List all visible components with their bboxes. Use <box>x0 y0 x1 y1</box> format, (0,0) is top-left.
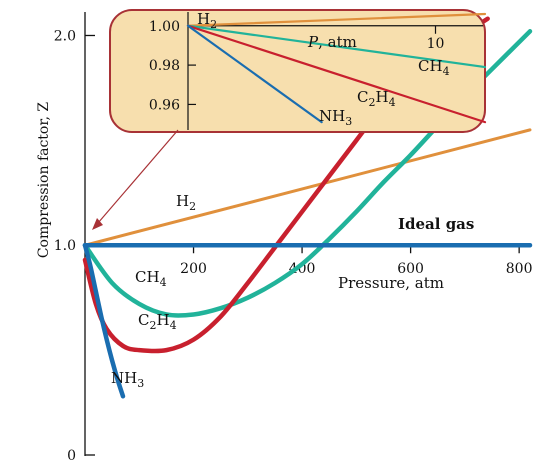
series-line-h2 <box>83 128 532 247</box>
series-line-nh3 <box>82 242 126 399</box>
x-tick-label: 400 <box>289 261 316 277</box>
inset-x-tick-label: 10 <box>427 36 445 52</box>
inset-series-lines <box>186 12 487 124</box>
inset-pointer-arrow <box>97 129 179 224</box>
x-tick-label: 800 <box>506 261 533 277</box>
series-label-h2: H2 <box>176 192 196 213</box>
x-ticks: 200 400 600 800 <box>180 245 533 277</box>
inset-series-label-h2: H2 <box>197 10 217 31</box>
inset-series-line-h2 <box>186 12 487 27</box>
inset-y-tick-label: 0.96 <box>149 97 180 113</box>
series-label-nh3: NH3 <box>111 369 144 390</box>
inset-x-axis-label: P, atm <box>307 33 357 51</box>
y-axis-label: Compression factor, Z <box>36 102 52 259</box>
inset-y-tick-label: 1.00 <box>149 19 180 35</box>
y-ticks: 0 1.0 2.0 <box>54 28 95 463</box>
inset-y-tick-label: 0.98 <box>149 58 180 74</box>
inset-series-line-c2h4 <box>186 24 487 124</box>
inset-series-label-nh3: NH3 <box>319 107 352 128</box>
x-tick-label: 200 <box>180 261 207 277</box>
inset-background <box>109 9 486 133</box>
inset-pointer-arrowhead <box>92 218 103 230</box>
inset-series-line-ch4 <box>186 24 487 69</box>
inset-series-label-c2h4: C2H4 <box>357 88 396 109</box>
inset-series-label-ch4: CH4 <box>418 57 450 78</box>
series-label-c2h4: C2H4 <box>138 311 177 332</box>
series-label-ideal-gas: Ideal gas <box>398 215 474 233</box>
series-labels: H2 Ideal gas CH4 C2H4 NH3 <box>111 192 474 390</box>
y-tick-label: 1.0 <box>54 238 76 254</box>
y-tick-label: 0 <box>67 448 76 463</box>
y-tick-label: 2.0 <box>54 28 76 44</box>
series-label-ch4: CH4 <box>135 268 167 289</box>
inset-series-line-nh3 <box>186 24 323 124</box>
x-tick-label: 600 <box>397 261 424 277</box>
x-axis-label: Pressure, atm <box>338 274 444 292</box>
inset-x-ticks: 10 <box>188 25 483 52</box>
inset-y-ticks: 1.00 0.98 0.96 <box>149 19 196 113</box>
